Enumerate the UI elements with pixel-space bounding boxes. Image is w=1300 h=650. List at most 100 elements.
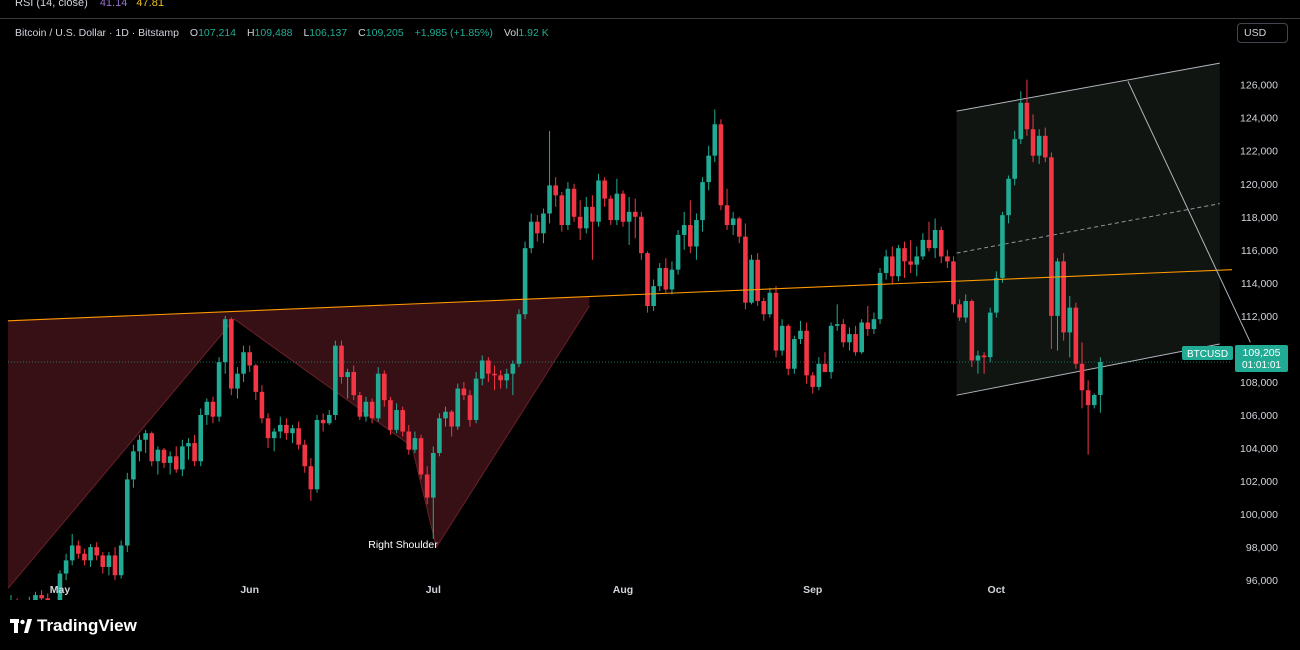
candle-body — [608, 198, 614, 221]
candle-body — [180, 446, 185, 470]
candle-body — [920, 239, 926, 257]
candle-body — [565, 188, 571, 226]
candle — [608, 195, 614, 226]
channel-lower-line — [956, 343, 1220, 396]
legend-open: 107,214 — [198, 27, 237, 39]
candle-body — [388, 400, 393, 430]
candle-body — [620, 193, 626, 222]
candle-body — [69, 545, 75, 561]
candle-body — [902, 248, 907, 262]
candle-body — [510, 363, 516, 374]
candle — [896, 244, 901, 282]
price-chart[interactable]: 96,000 98,000 100,000 102,000 104,000 106,000… — [8, 19, 1292, 600]
candle-body — [657, 267, 663, 287]
candle-body — [210, 401, 216, 417]
candle — [724, 188, 730, 230]
candle-body — [926, 239, 932, 249]
candle — [583, 196, 589, 234]
candle-body — [571, 188, 577, 217]
candle-body — [290, 428, 295, 434]
candle — [792, 335, 797, 374]
candle — [773, 286, 779, 358]
pattern-shaded-area — [8, 296, 590, 589]
candle-body — [828, 325, 834, 373]
candle — [510, 360, 516, 396]
candle-body — [486, 360, 491, 374]
y-tick-label: 108,000 — [1240, 377, 1278, 389]
pane-divider[interactable] — [0, 18, 1300, 19]
candle-body — [137, 439, 142, 452]
candle — [192, 434, 197, 467]
candle — [987, 307, 993, 363]
candle-body — [430, 452, 436, 498]
candle — [602, 177, 607, 207]
candle — [804, 322, 809, 384]
candle-body — [418, 438, 424, 475]
candle-body — [333, 345, 338, 415]
candle-body — [216, 362, 222, 417]
candle — [1061, 253, 1066, 341]
candle — [284, 418, 289, 440]
candle — [112, 547, 118, 581]
candle — [351, 365, 357, 401]
y-tick-label: 114,000 — [1241, 278, 1278, 290]
candle-body — [908, 261, 913, 265]
candle-body — [1012, 139, 1017, 179]
tradingview-logo[interactable]: TradingView — [10, 616, 137, 636]
candle-body — [994, 277, 999, 313]
currency-button[interactable]: USD — [1237, 23, 1288, 43]
candle-body — [437, 418, 442, 453]
candle — [63, 553, 69, 581]
candle-body — [945, 256, 950, 262]
candle-body — [167, 456, 173, 463]
candle — [908, 239, 913, 273]
ascending-channel — [956, 62, 1220, 396]
candle — [767, 287, 773, 318]
candle — [430, 446, 436, 539]
candle — [865, 305, 871, 336]
candle-body — [124, 479, 130, 546]
candle — [700, 177, 705, 232]
candle — [712, 109, 718, 163]
rsi-value-1: 41.14 — [99, 0, 128, 9]
candle — [547, 130, 552, 224]
candle-body — [112, 555, 118, 576]
candle-body — [265, 418, 271, 439]
candle-body — [198, 415, 204, 462]
candle — [1042, 127, 1048, 163]
candle — [645, 251, 650, 313]
candle — [798, 320, 803, 344]
candle-body — [406, 431, 412, 450]
x-tick-label: May — [50, 584, 71, 596]
x-tick-label: Oct — [988, 584, 1006, 596]
candle-body — [767, 292, 773, 315]
last-price-tag: BTCUSD 109,205 01:01:01 — [1182, 345, 1288, 372]
time-axis[interactable]: May Jun Jul Aug Sep Oct — [50, 584, 1006, 596]
candle-body — [975, 355, 981, 361]
candle — [718, 119, 724, 211]
candle — [504, 368, 510, 389]
candle — [743, 223, 748, 310]
candle-body — [718, 124, 724, 206]
candle-body — [681, 225, 687, 235]
candle — [577, 200, 583, 240]
candle — [222, 315, 228, 374]
candle-body — [712, 124, 718, 156]
candle — [253, 363, 259, 401]
y-tick-label: 116,000 — [1241, 245, 1278, 257]
candle — [57, 570, 63, 600]
candle-body — [308, 466, 314, 490]
price-tag-symbol: BTCUSD — [1187, 349, 1228, 360]
candle — [449, 410, 454, 437]
y-tick-label: 106,000 — [1240, 410, 1278, 422]
candle — [100, 552, 106, 574]
candle — [124, 472, 130, 553]
candle — [663, 258, 669, 293]
legend-open-label: O — [189, 27, 199, 39]
candle-body — [204, 401, 210, 415]
candle-body — [987, 312, 993, 358]
candle — [161, 448, 167, 468]
candle — [394, 403, 399, 434]
candle-body — [724, 205, 730, 226]
candle — [173, 446, 179, 473]
